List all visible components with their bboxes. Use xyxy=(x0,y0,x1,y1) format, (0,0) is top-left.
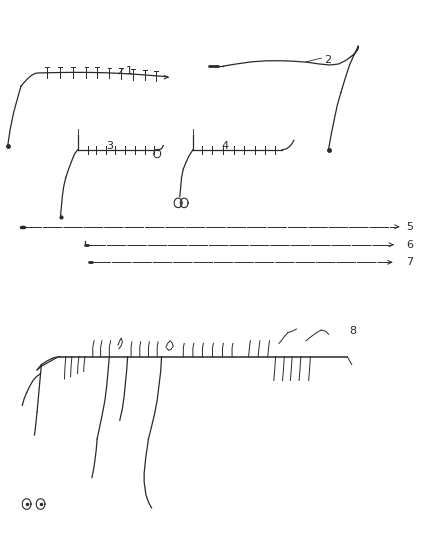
Text: 1: 1 xyxy=(125,67,132,76)
Text: 2: 2 xyxy=(324,55,332,64)
Text: 5: 5 xyxy=(406,222,413,232)
Text: 3: 3 xyxy=(106,141,113,151)
Text: 4: 4 xyxy=(221,141,228,151)
Text: 6: 6 xyxy=(406,240,413,251)
Text: 8: 8 xyxy=(350,326,357,336)
Text: 7: 7 xyxy=(406,257,413,267)
